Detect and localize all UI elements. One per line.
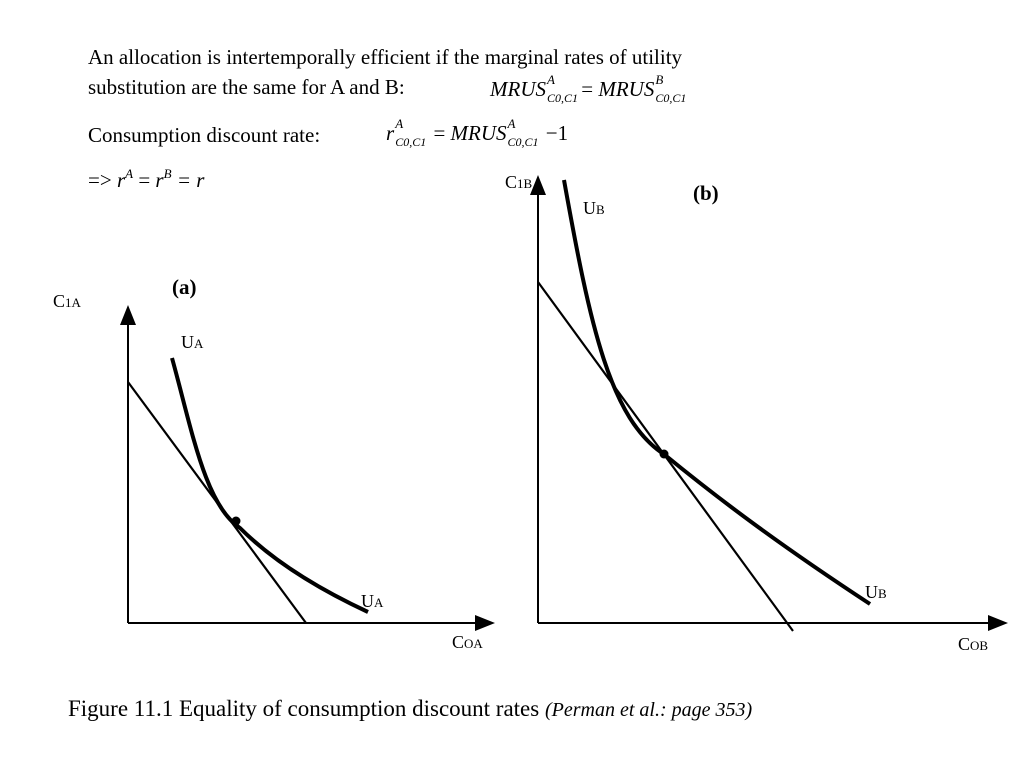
panel-a-tag: (a) (172, 275, 197, 299)
mrus-lhs-sub: C0,C1 (547, 91, 579, 105)
panel-a-curve-label-top: UA (181, 332, 204, 352)
implication-sup-b: B (163, 166, 172, 181)
mrus-equals: = (581, 77, 594, 101)
mrus-rhs: MRUS (598, 77, 655, 101)
panel-b-tag: (b) (693, 181, 719, 205)
mrus-lhs: MRUS (490, 77, 546, 101)
implication-eq2: = r (176, 168, 205, 192)
mrus-lhs-sup: A (547, 72, 555, 87)
intro-line-1: An allocation is intertemporally efficie… (88, 45, 683, 69)
discount-r-sup: A (395, 116, 404, 131)
discount-mrus-sup: A (507, 116, 516, 131)
discount-r-sub: C0,C1 (395, 135, 427, 149)
panel-b-x-label: COB (958, 634, 989, 654)
panel-a-curve-label-bottom: UA (361, 591, 384, 611)
panel-a-tangency-point (231, 516, 241, 526)
discount-equals: = (433, 121, 446, 145)
intro-line-2: substitution are the same for A and B: (88, 75, 405, 99)
panel-b-tangency-point (659, 449, 669, 459)
discount-mrus: MRUS (450, 121, 507, 145)
panel-a-y-label: C1A (53, 291, 81, 311)
panel-b-curve-label-top: UB (583, 198, 605, 218)
panel-b-indifference-curve (562, 179, 872, 606)
implication-r-b: r (155, 168, 164, 192)
implication-eq1: = (138, 168, 151, 192)
implication-sup-a: A (125, 166, 134, 181)
panel-b-y-label: C1B (505, 172, 533, 192)
figure-caption: Figure 11.1 Equality of consumption disc… (68, 696, 752, 723)
panel-a-indifference-curve (170, 357, 369, 614)
implication-line: => rA = rB = r (88, 166, 205, 196)
implication-arrow: => (88, 168, 112, 192)
discount-equation: r A C0,C1 = MRUS A C0,C1 −1 (386, 116, 569, 149)
discount-label: Consumption discount rate: (88, 123, 321, 147)
discount-mrus-sub: C0,C1 (507, 135, 539, 149)
mrus-rhs-sub: C0,C1 (655, 91, 687, 105)
caption-main: Figure 11.1 Equality of consumption disc… (68, 696, 540, 721)
discount-minus-one: −1 (545, 121, 569, 145)
caption-source: (Perman et al.: page 353) (544, 699, 753, 721)
mrus-rhs-sup: B (655, 72, 664, 87)
panel-a-budget-line (127, 381, 307, 624)
panel-b-curve-label-bottom: UB (865, 582, 887, 602)
implication-r-a: r (116, 168, 126, 192)
panel-a-x-label: COA (452, 632, 483, 652)
mrus-equation: MRUS A C0,C1 = MRUS B C0,C1 (490, 72, 686, 105)
discount-r: r (386, 121, 395, 145)
